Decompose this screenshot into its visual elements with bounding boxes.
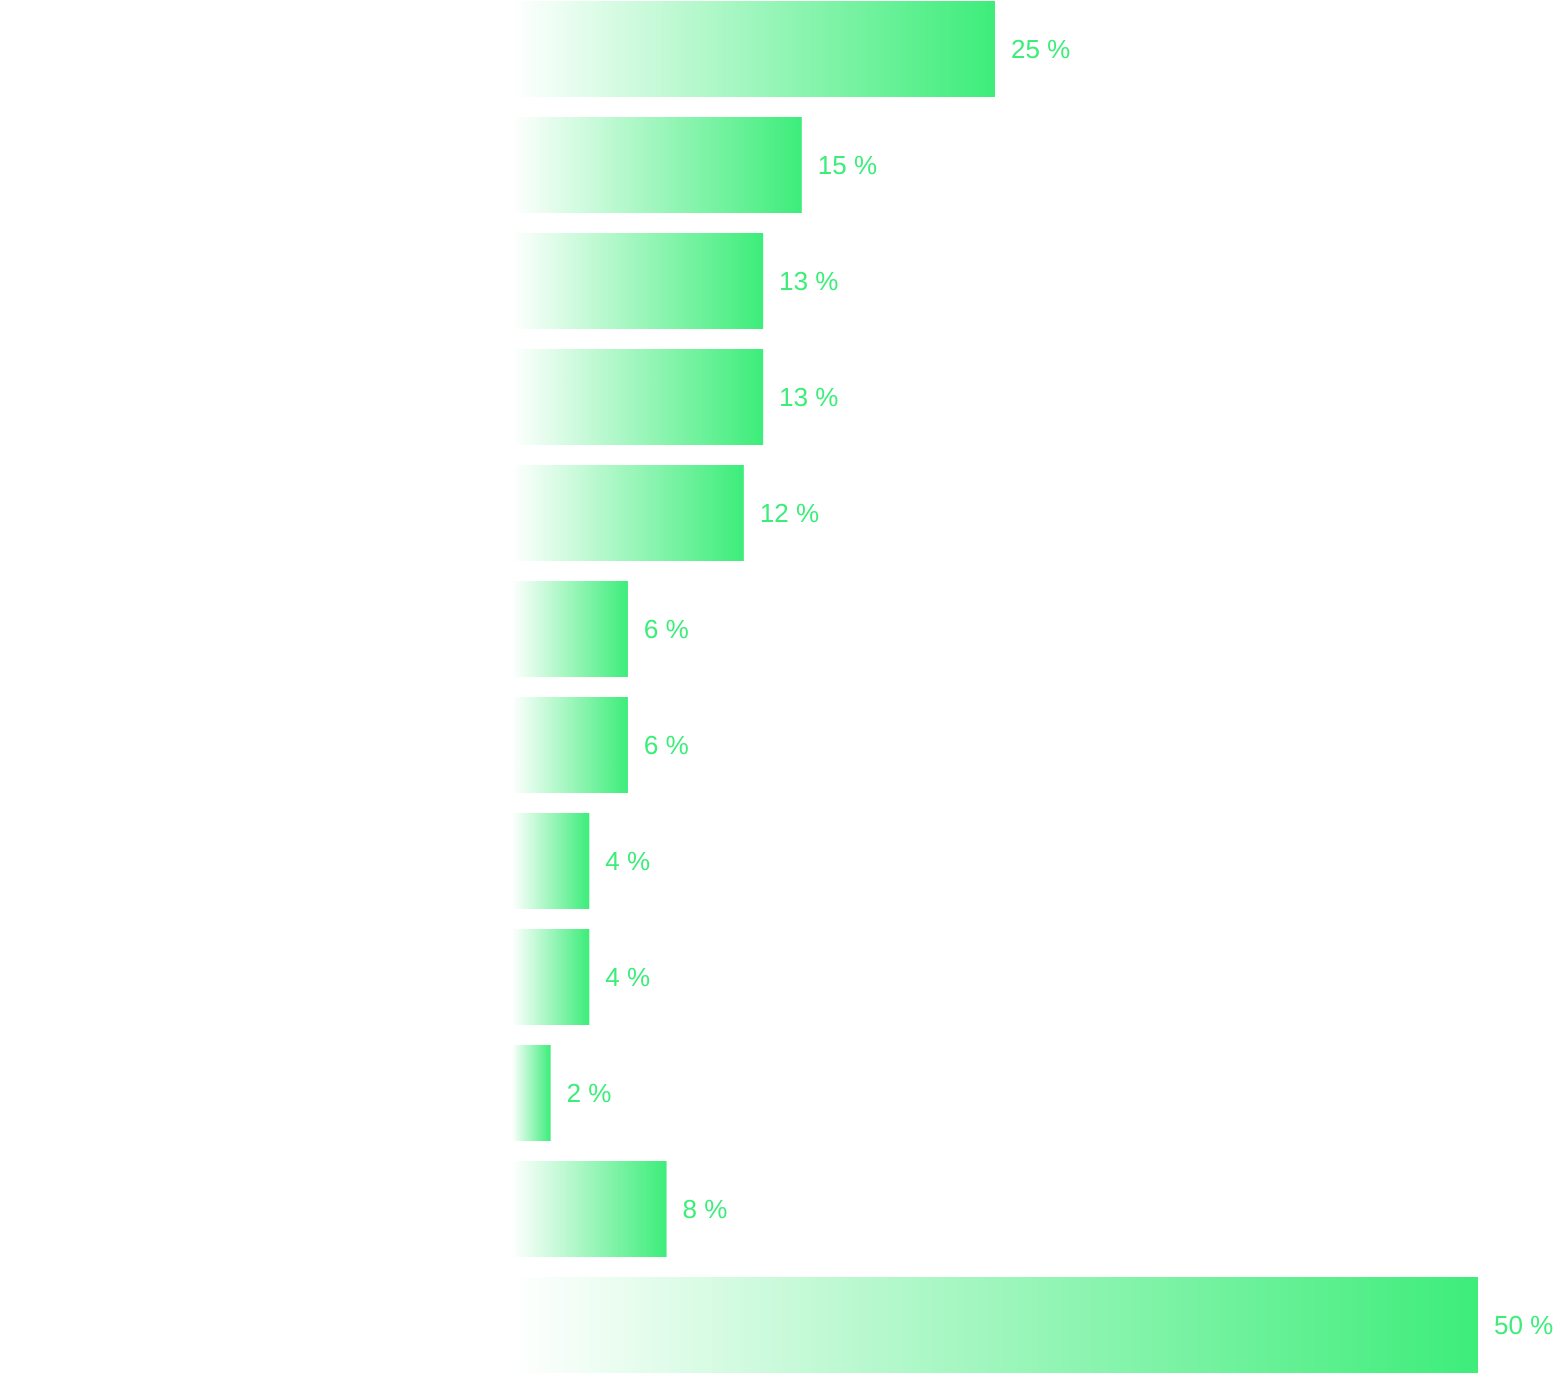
- value-label: 6 %: [644, 614, 689, 644]
- value-label: 12 %: [760, 498, 819, 528]
- bar: [512, 233, 764, 329]
- value-label: 50 %: [1494, 1310, 1553, 1340]
- bar: [512, 929, 590, 1025]
- bar: [512, 465, 744, 561]
- bar: [512, 117, 802, 213]
- bar: [512, 1161, 667, 1257]
- bar: [512, 1277, 1478, 1373]
- bar: [512, 1, 995, 97]
- bar: [512, 1045, 551, 1141]
- value-label: 2 %: [567, 1078, 612, 1108]
- value-label: 13 %: [779, 266, 838, 296]
- bar: [512, 697, 628, 793]
- value-label: 25 %: [1011, 34, 1070, 64]
- value-label: 15 %: [818, 150, 877, 180]
- value-label: 13 %: [779, 382, 838, 412]
- value-label: 8 %: [683, 1194, 728, 1224]
- value-label: 4 %: [605, 962, 650, 992]
- bar: [512, 813, 590, 909]
- bar: [512, 581, 628, 677]
- value-label: 4 %: [605, 846, 650, 876]
- bar: [512, 349, 764, 445]
- value-label: 6 %: [644, 730, 689, 760]
